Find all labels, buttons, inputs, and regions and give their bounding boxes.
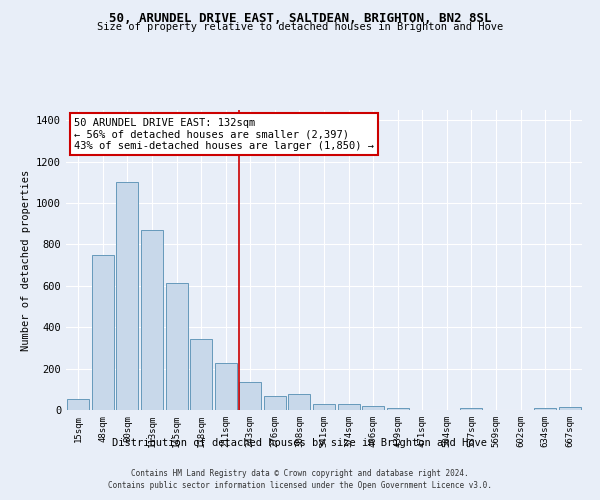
Text: 50, ARUNDEL DRIVE EAST, SALTDEAN, BRIGHTON, BN2 8SL: 50, ARUNDEL DRIVE EAST, SALTDEAN, BRIGHT… — [109, 12, 491, 26]
Bar — [92, 255, 114, 410]
Bar — [264, 396, 286, 410]
Bar — [460, 408, 482, 410]
Text: Size of property relative to detached houses in Brighton and Hove: Size of property relative to detached ho… — [97, 22, 503, 32]
Bar — [116, 182, 139, 410]
Bar — [313, 404, 335, 410]
Bar — [289, 394, 310, 410]
Text: Distribution of detached houses by size in Brighton and Hove: Distribution of detached houses by size … — [113, 438, 487, 448]
Bar — [559, 407, 581, 410]
Bar — [215, 364, 237, 410]
Text: Contains HM Land Registry data © Crown copyright and database right 2024.: Contains HM Land Registry data © Crown c… — [131, 468, 469, 477]
Y-axis label: Number of detached properties: Number of detached properties — [20, 170, 31, 350]
Text: Contains public sector information licensed under the Open Government Licence v3: Contains public sector information licen… — [108, 481, 492, 490]
Bar — [239, 382, 262, 410]
Bar — [534, 408, 556, 410]
Bar — [166, 283, 188, 410]
Bar — [190, 338, 212, 410]
Bar — [338, 404, 359, 410]
Bar — [362, 406, 384, 410]
Bar — [67, 399, 89, 410]
Text: 50 ARUNDEL DRIVE EAST: 132sqm
← 56% of detached houses are smaller (2,397)
43% o: 50 ARUNDEL DRIVE EAST: 132sqm ← 56% of d… — [74, 118, 374, 150]
Bar — [141, 230, 163, 410]
Bar — [386, 408, 409, 410]
